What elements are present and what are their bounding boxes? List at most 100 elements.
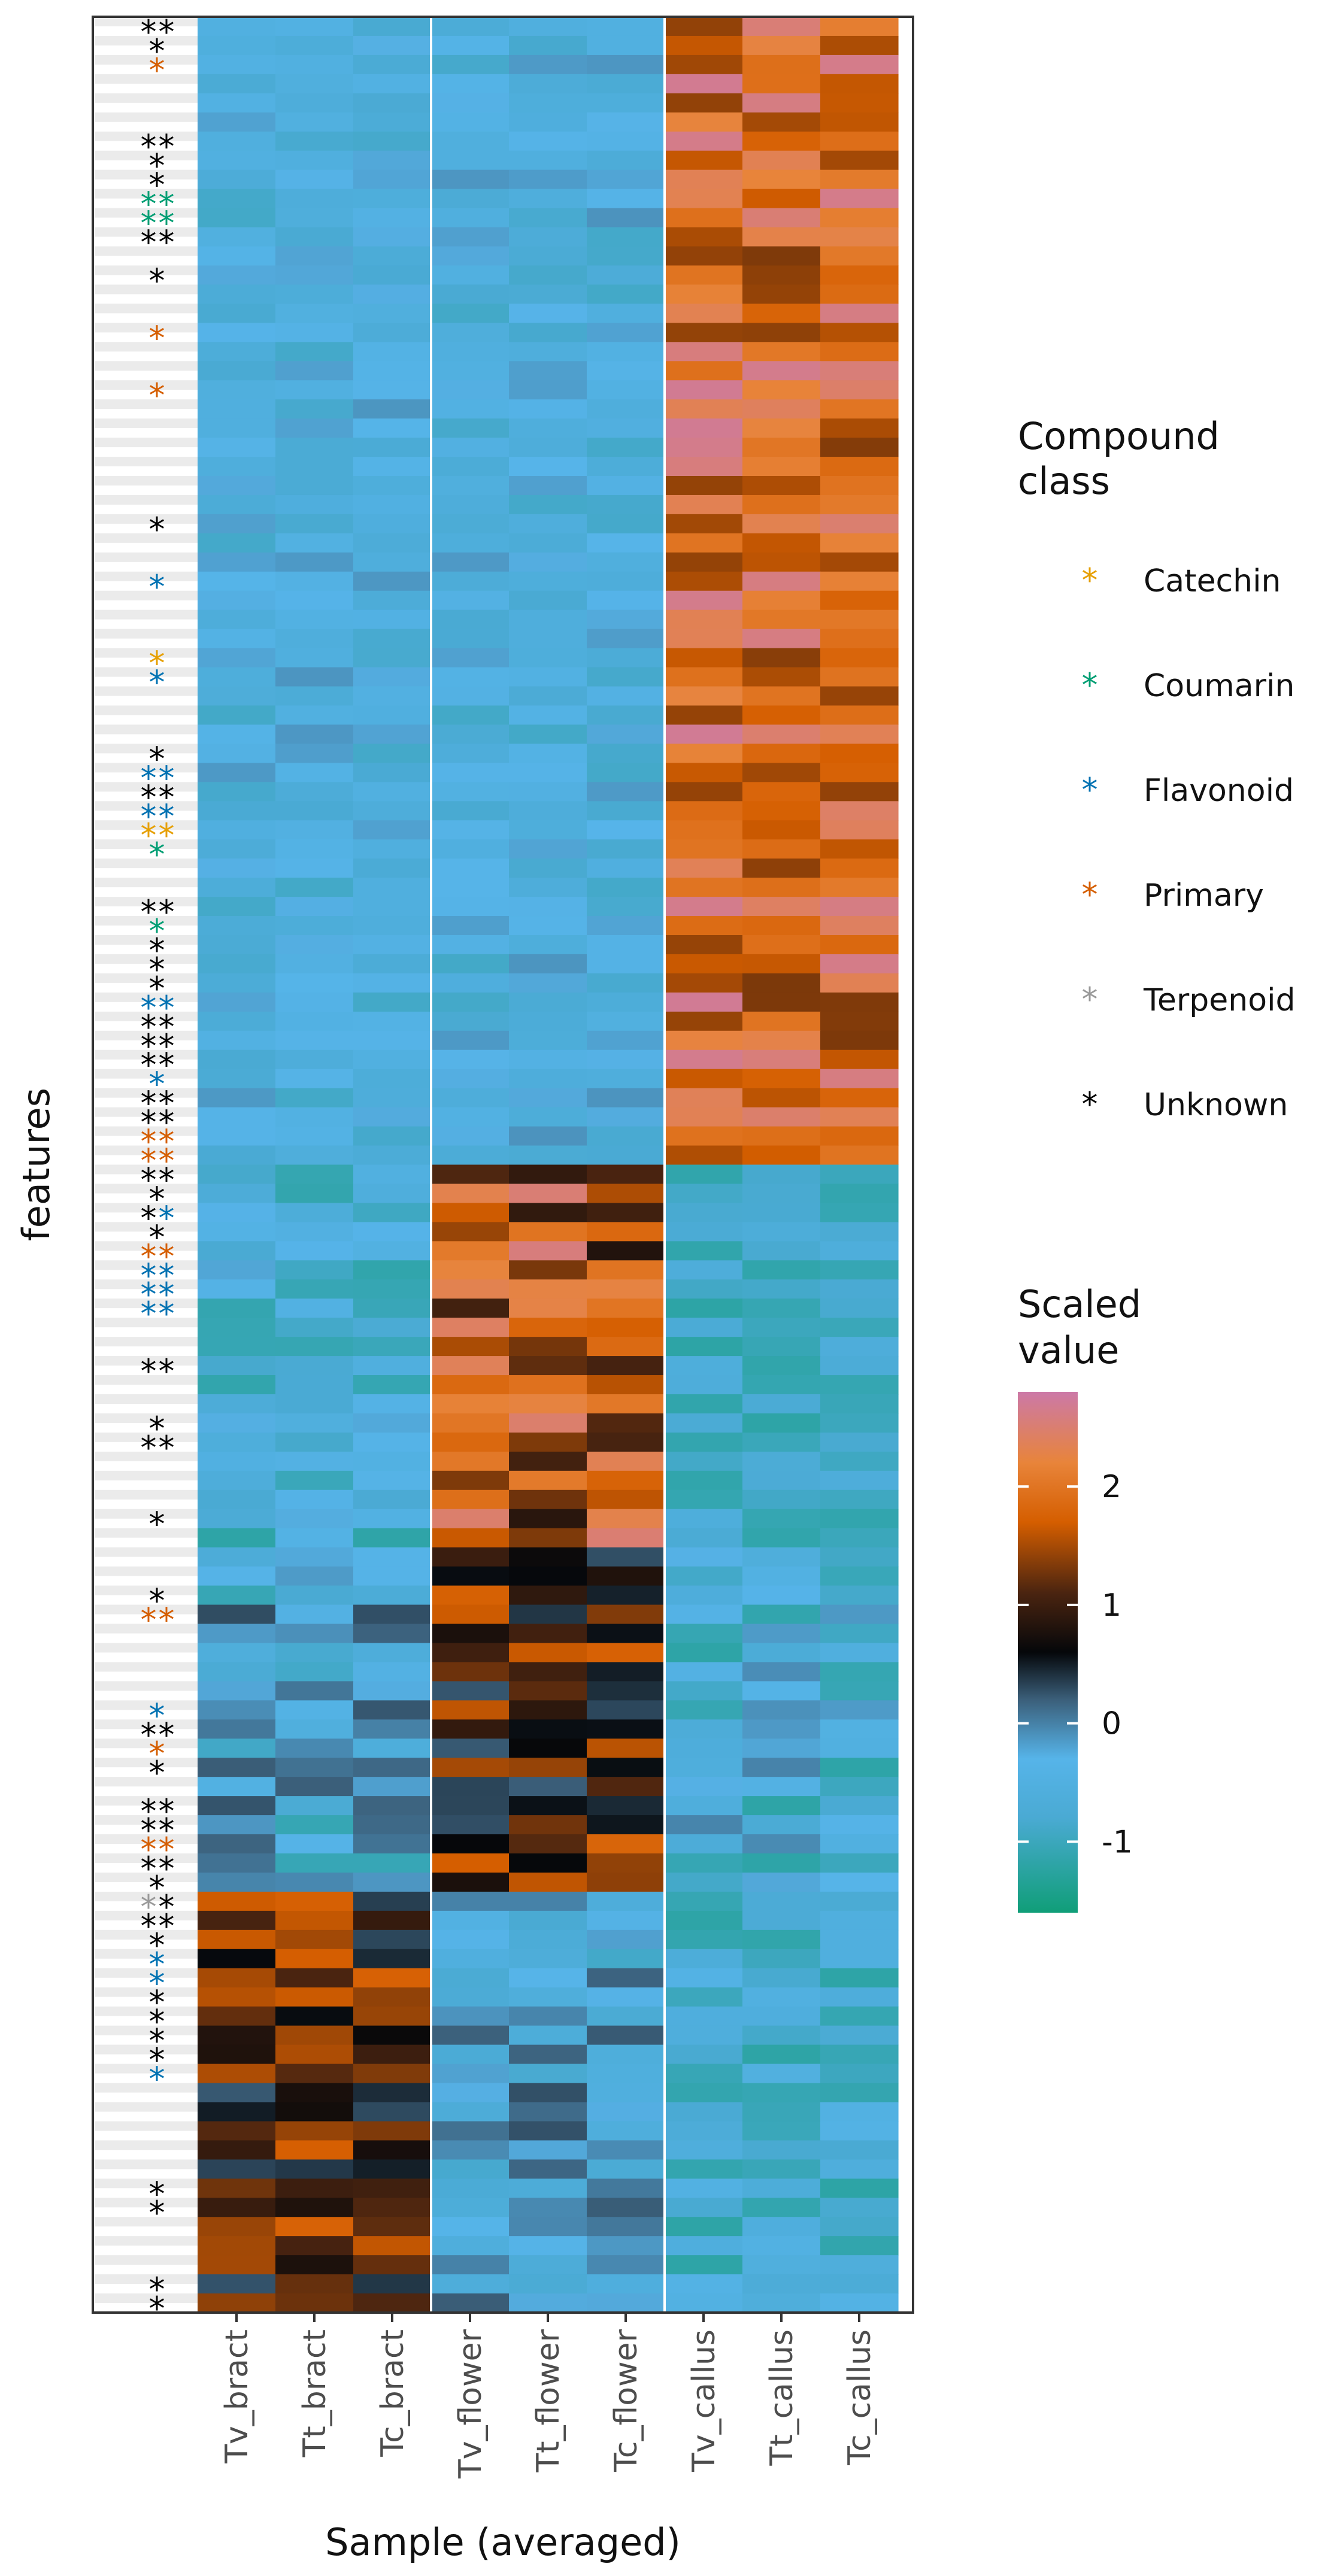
heatmap-cell [742, 265, 821, 286]
heatmap-cell [820, 1834, 899, 1854]
heatmap-cell [198, 552, 276, 572]
heatmap-cell [198, 1566, 276, 1586]
heatmap-cell [587, 323, 665, 342]
heatmap-cell [820, 629, 899, 649]
heatmap-cell [665, 1069, 743, 1089]
heatmap-cell [509, 438, 587, 457]
heatmap-cell [198, 1987, 276, 2007]
heatmap-cell [431, 897, 510, 917]
heatmap-cell [353, 35, 432, 56]
heatmap-cell [509, 667, 587, 687]
heatmap-cell [431, 227, 510, 247]
heatmap-cell [587, 1184, 665, 1204]
heatmap-cell [509, 1662, 587, 1682]
heatmap-cell [820, 1700, 899, 1720]
heatmap-cell [198, 2121, 276, 2141]
heatmap-cell [742, 916, 821, 936]
compound-class-marker: * [159, 1295, 175, 1333]
heatmap-cell [275, 1432, 354, 1452]
heatmap-cell [198, 1011, 276, 1031]
heatmap-cell [509, 629, 587, 649]
heatmap-cell [198, 1719, 276, 1739]
compound-class-marker: * [149, 377, 165, 414]
heatmap-cell [587, 438, 665, 457]
compound-class-marker: * [141, 205, 157, 242]
strip-stripe [95, 457, 198, 467]
heatmap-cell [587, 1088, 665, 1108]
heatmap-cell [820, 1547, 899, 1567]
compound-class-marker: * [149, 2022, 165, 2060]
heatmap-cell [665, 935, 743, 955]
heatmap-cell [587, 2064, 665, 2084]
heatmap-cell [587, 1949, 665, 1969]
heatmap-cell [820, 1107, 899, 1127]
heatmap-cell [431, 2121, 510, 2141]
heatmap-cell [820, 2217, 899, 2237]
strip-stripe [95, 1853, 198, 1863]
heatmap-cell [665, 1815, 743, 1835]
heatmap-cell [198, 131, 276, 151]
heatmap-cell [742, 1049, 821, 1070]
heatmap-cell [275, 17, 354, 37]
heatmap-cell [587, 1356, 665, 1376]
heatmap-cell [198, 2293, 276, 2313]
heatmap-cell [665, 2255, 743, 2275]
heatmap-cell [820, 763, 899, 782]
heatmap-cell [587, 1853, 665, 1873]
heatmap-cell [275, 246, 354, 266]
heatmap-cell [509, 1260, 587, 1280]
strip-stripe [95, 1279, 198, 1289]
strip-stripe [95, 1088, 198, 1098]
heatmap-cell [198, 1126, 276, 1146]
heatmap-cell [275, 2159, 354, 2179]
heatmap-cell [742, 1910, 821, 1931]
heatmap-cell [198, 476, 276, 496]
heatmap-cell [431, 1489, 510, 1510]
heatmap-cell [275, 208, 354, 228]
heatmap-cell [665, 2293, 743, 2313]
heatmap-cell [198, 1470, 276, 1491]
heatmap-cell [587, 418, 665, 438]
heatmap-cell [353, 265, 432, 286]
strip-stripe [95, 1604, 198, 1615]
heatmap-cell [275, 858, 354, 878]
heatmap-cell [431, 2293, 510, 2313]
heatmap-cell [198, 1337, 276, 1357]
heatmap-cell [587, 1126, 665, 1146]
heatmap-cell [353, 438, 432, 457]
heatmap-cell [353, 1815, 432, 1835]
legend-entry-label: Coumarin [1144, 668, 1294, 704]
compound-class-marker: * [159, 1104, 175, 1142]
heatmap-cell [587, 973, 665, 993]
heatmap-cell [742, 169, 821, 190]
heatmap-cell [275, 552, 354, 572]
heatmap-cell [275, 1049, 354, 1070]
heatmap-cell [665, 54, 743, 75]
heatmap-cell [509, 954, 587, 974]
heatmap-cell [587, 476, 665, 496]
heatmap-cell [509, 189, 587, 209]
strip-stripe [95, 438, 198, 448]
heatmap-cell [587, 1987, 665, 2007]
heatmap-cell [198, 1489, 276, 1510]
heatmap-cell [820, 1432, 899, 1452]
heatmap-cell [431, 2274, 510, 2294]
heatmap-cell [587, 1432, 665, 1452]
heatmap-cell [587, 112, 665, 132]
heatmap-cell [587, 1509, 665, 1529]
heatmap-cell [509, 1470, 587, 1491]
heatmap-cell [431, 399, 510, 419]
heatmap-cell [431, 2198, 510, 2217]
heatmap-cell [742, 533, 821, 553]
heatmap-cell [275, 1337, 354, 1357]
heatmap-cell [820, 1489, 899, 1510]
compound-class-marker: * [149, 1697, 165, 1734]
heatmap-cell [587, 533, 665, 553]
heatmap-cell [275, 1298, 354, 1318]
compound-class-marker: * [141, 128, 157, 166]
strip-stripe [95, 131, 198, 141]
strip-stripe [95, 112, 198, 122]
heatmap-cell [820, 2083, 899, 2103]
heatmap-cell [275, 1815, 354, 1835]
heatmap-cell [509, 399, 587, 419]
